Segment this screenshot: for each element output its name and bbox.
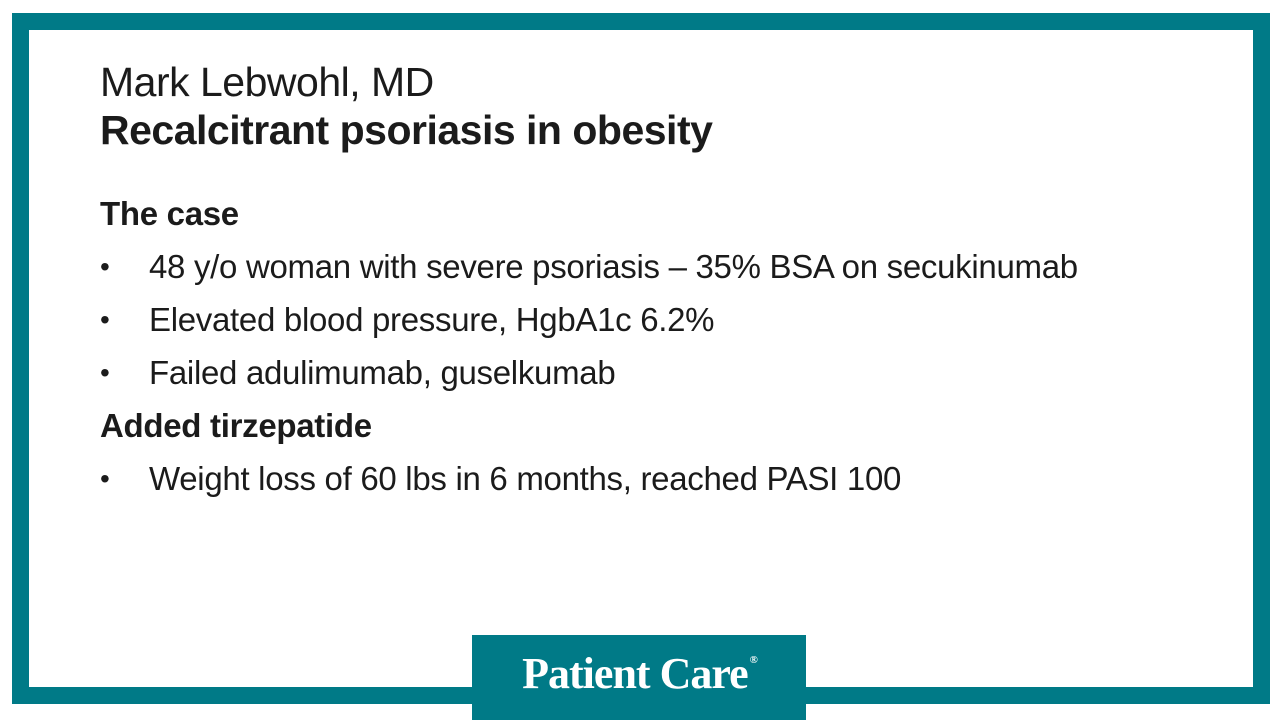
list-item: • Elevated blood pressure, HgbA1c 6.2% (100, 300, 1210, 340)
patient-care-logo: Patient Care ® (472, 635, 806, 720)
patient-care-logo-text: Patient Care (522, 649, 748, 698)
section-heading-added-tirzepatide: Added tirzepatide (100, 407, 372, 444)
list-item: • Failed adulimumab, guselkumab (100, 353, 1210, 393)
bullet-text: 48 y/o woman with severe psoriasis – 35%… (149, 248, 1078, 285)
list-item: • 48 y/o woman with severe psoriasis – 3… (100, 247, 1210, 287)
slide-header: Mark Lebwohl, MD Recalcitrant psoriasis … (100, 58, 713, 154)
registered-trademark-icon: ® (749, 653, 758, 666)
bullet-text: Failed adulimumab, guselkumab (149, 354, 616, 391)
bullet-icon: • (100, 463, 110, 494)
bullet-icon: • (100, 357, 110, 388)
bullet-text: Weight loss of 60 lbs in 6 months, reach… (149, 460, 902, 497)
list-item: • Weight loss of 60 lbs in 6 months, rea… (100, 459, 1210, 499)
bullet-text: Elevated blood pressure, HgbA1c 6.2% (149, 301, 715, 338)
section-heading-the-case: The case (100, 195, 239, 232)
bullet-icon: • (100, 304, 110, 335)
slide-body: The case • 48 y/o woman with severe psor… (100, 194, 1210, 499)
slide-title: Recalcitrant psoriasis in obesity (100, 107, 713, 153)
bullet-icon: • (100, 251, 110, 282)
speaker-name: Mark Lebwohl, MD (100, 59, 434, 105)
